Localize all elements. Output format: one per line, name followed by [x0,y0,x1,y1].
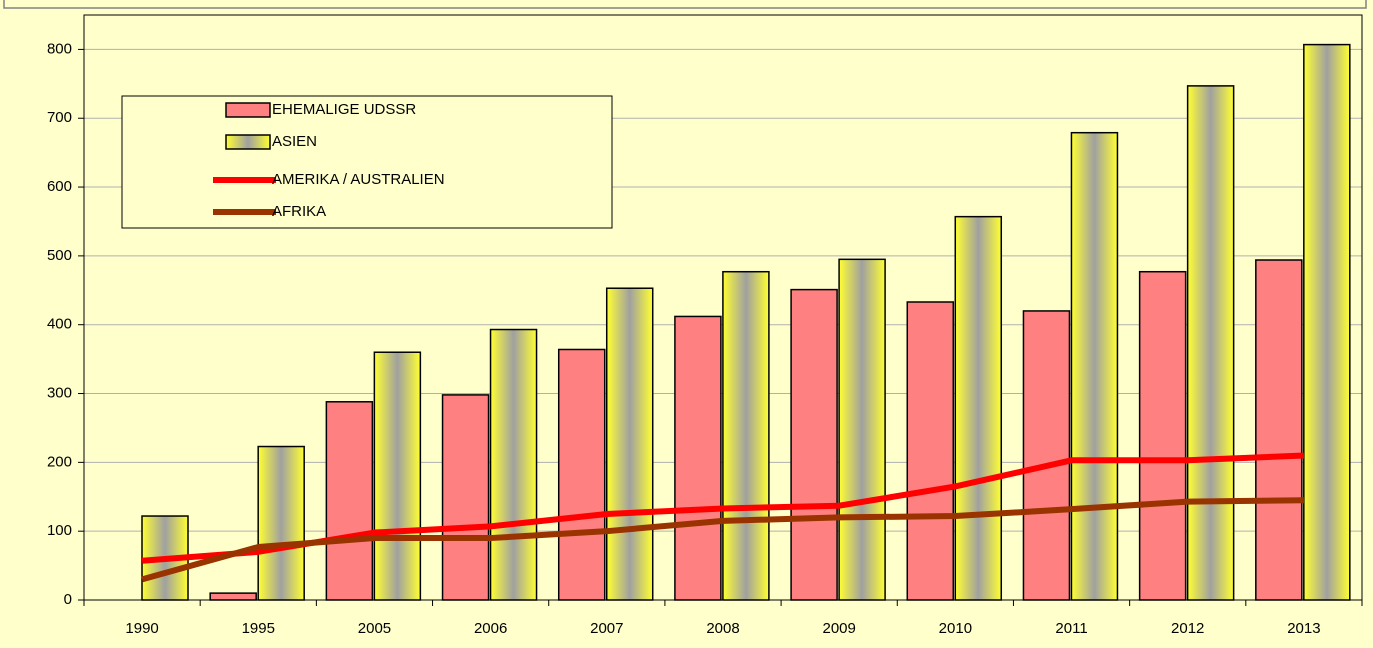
bar [1186,85,1235,601]
y-tick-label: 400 [47,316,72,333]
bar [489,328,538,601]
x-tick-label: 1995 [242,620,275,637]
line [141,497,1304,583]
bar [722,270,770,601]
x-tick-label: 2013 [1287,620,1320,637]
bar [605,287,654,601]
bar [674,315,722,601]
frame [3,0,1367,9]
x-tick-label: 2007 [590,620,623,637]
bar [441,394,490,601]
legend: EHEMALIGE UDSSR ASIEN AMERIKA / AUSTRALIEN… [121,95,613,229]
y-tick-label: 200 [47,453,72,470]
x-tick-label: 2006 [474,620,507,637]
plot-border [83,14,1363,601]
x-tick-label: 1990 [125,620,158,637]
legend-swatch [225,102,271,118]
bar [325,401,374,601]
bar [1255,259,1303,601]
x-tick-label: 2011 [1055,620,1087,637]
y-tick-label: 0 [64,591,72,608]
y-tick-label: 600 [47,178,72,195]
y-tick-label: 300 [47,384,72,401]
x-tick-label: 2009 [822,620,855,637]
legend-label: EHEMALIGE UDSSR [272,101,416,118]
y-tick-label: 700 [47,109,72,126]
bar [557,348,606,601]
y-tick-label: 500 [47,247,72,264]
x-tick-label: 2008 [706,620,739,637]
legend-label: AMERIKA / AUSTRALIEN [272,171,445,188]
bar [1303,43,1351,601]
y-tick-label: 800 [47,40,72,57]
x-tick-label: 2005 [358,620,391,637]
bar [373,351,422,601]
bar [1070,131,1119,601]
bar [209,592,257,601]
bar [906,301,955,601]
bar [1022,310,1071,601]
x-tick-label: 2010 [939,620,972,637]
bar [954,215,1003,601]
bar [1138,270,1187,601]
legend-label: AFRIKA [272,203,326,220]
legend-box [121,95,613,229]
bar [257,445,305,601]
legend-label: ASIEN [272,133,317,150]
y-tick-label: 100 [47,522,72,539]
x-tick-label: 2012 [1171,620,1204,637]
bar [838,258,886,601]
bar [790,288,838,601]
legend-swatch [225,134,271,150]
